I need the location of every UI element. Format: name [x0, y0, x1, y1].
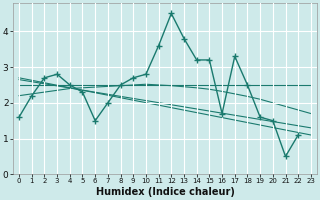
- X-axis label: Humidex (Indice chaleur): Humidex (Indice chaleur): [96, 187, 234, 197]
